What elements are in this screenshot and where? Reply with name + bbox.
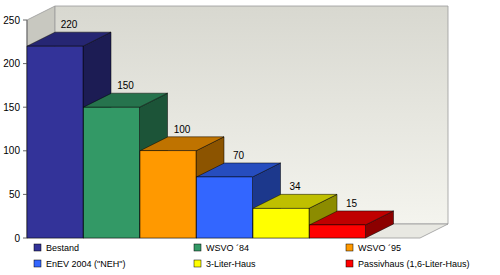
- chart-svg: 0 50 100 150 200 250 220 150 100 70 34 15 Bestand WSV…: [0, 0, 500, 275]
- bars: [27, 32, 394, 238]
- bar-top: [84, 93, 168, 107]
- legend-label: WSVO ´95: [358, 243, 401, 253]
- bar-front: [310, 225, 366, 238]
- bar: [310, 211, 394, 238]
- legend-swatch: [194, 260, 201, 267]
- bar-front: [253, 208, 309, 238]
- bar-front: [140, 151, 196, 238]
- y-tick: [23, 150, 27, 151]
- bar-front: [27, 46, 83, 238]
- legend-swatch: [34, 260, 41, 267]
- legend-label: Passivhaus (1,6-Liter-Haus): [358, 259, 470, 269]
- data-label: 15: [346, 198, 358, 209]
- y-tick: [23, 107, 27, 108]
- y-tick: [23, 20, 27, 21]
- data-label: 34: [289, 181, 301, 192]
- y-tick-label: 50: [9, 189, 21, 200]
- legend-label: Bestand: [46, 243, 79, 253]
- data-label: 220: [61, 19, 78, 30]
- bar-front: [197, 177, 253, 238]
- data-label: 100: [174, 124, 191, 135]
- y-tick-label: 150: [3, 102, 20, 113]
- y-tick-label: 0: [14, 233, 20, 244]
- legend-swatch: [34, 244, 41, 251]
- bar-top: [310, 211, 394, 225]
- bar-top: [253, 194, 337, 208]
- legend-label: 3-Liter-Haus: [206, 259, 256, 269]
- bar-top: [27, 32, 111, 46]
- legend-label: EnEV 2004 ("NEH"): [46, 259, 125, 269]
- legend-swatch: [346, 260, 353, 267]
- y-tick: [23, 63, 27, 64]
- y-tick-label: 100: [3, 145, 20, 156]
- bar-top: [197, 163, 281, 177]
- y-tick: [23, 194, 27, 195]
- bar-front: [84, 107, 140, 238]
- y-tick-label: 250: [3, 15, 20, 26]
- data-label: 150: [117, 80, 134, 91]
- bar-top: [140, 137, 224, 151]
- y-tick-label: 200: [3, 58, 20, 69]
- legend: Bestand WSVO ´84 WSVO ´95 EnEV 2004 ("NEH")…: [34, 243, 470, 269]
- legend-swatch: [194, 244, 201, 251]
- y-tick: [23, 238, 27, 239]
- data-label: 70: [233, 150, 245, 161]
- legend-label: WSVO ´84: [206, 243, 249, 253]
- legend-swatch: [346, 244, 353, 251]
- chart-container: 0 50 100 150 200 250 220 150 100 70 34 15 Bestand WSV…: [0, 0, 500, 275]
